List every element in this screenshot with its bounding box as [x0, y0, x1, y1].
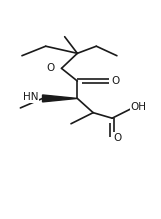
Text: O: O [46, 63, 55, 73]
Polygon shape [43, 95, 77, 102]
Text: OH: OH [130, 102, 146, 112]
Text: O: O [114, 133, 122, 143]
Text: O: O [111, 76, 119, 86]
Text: HN: HN [23, 92, 38, 102]
